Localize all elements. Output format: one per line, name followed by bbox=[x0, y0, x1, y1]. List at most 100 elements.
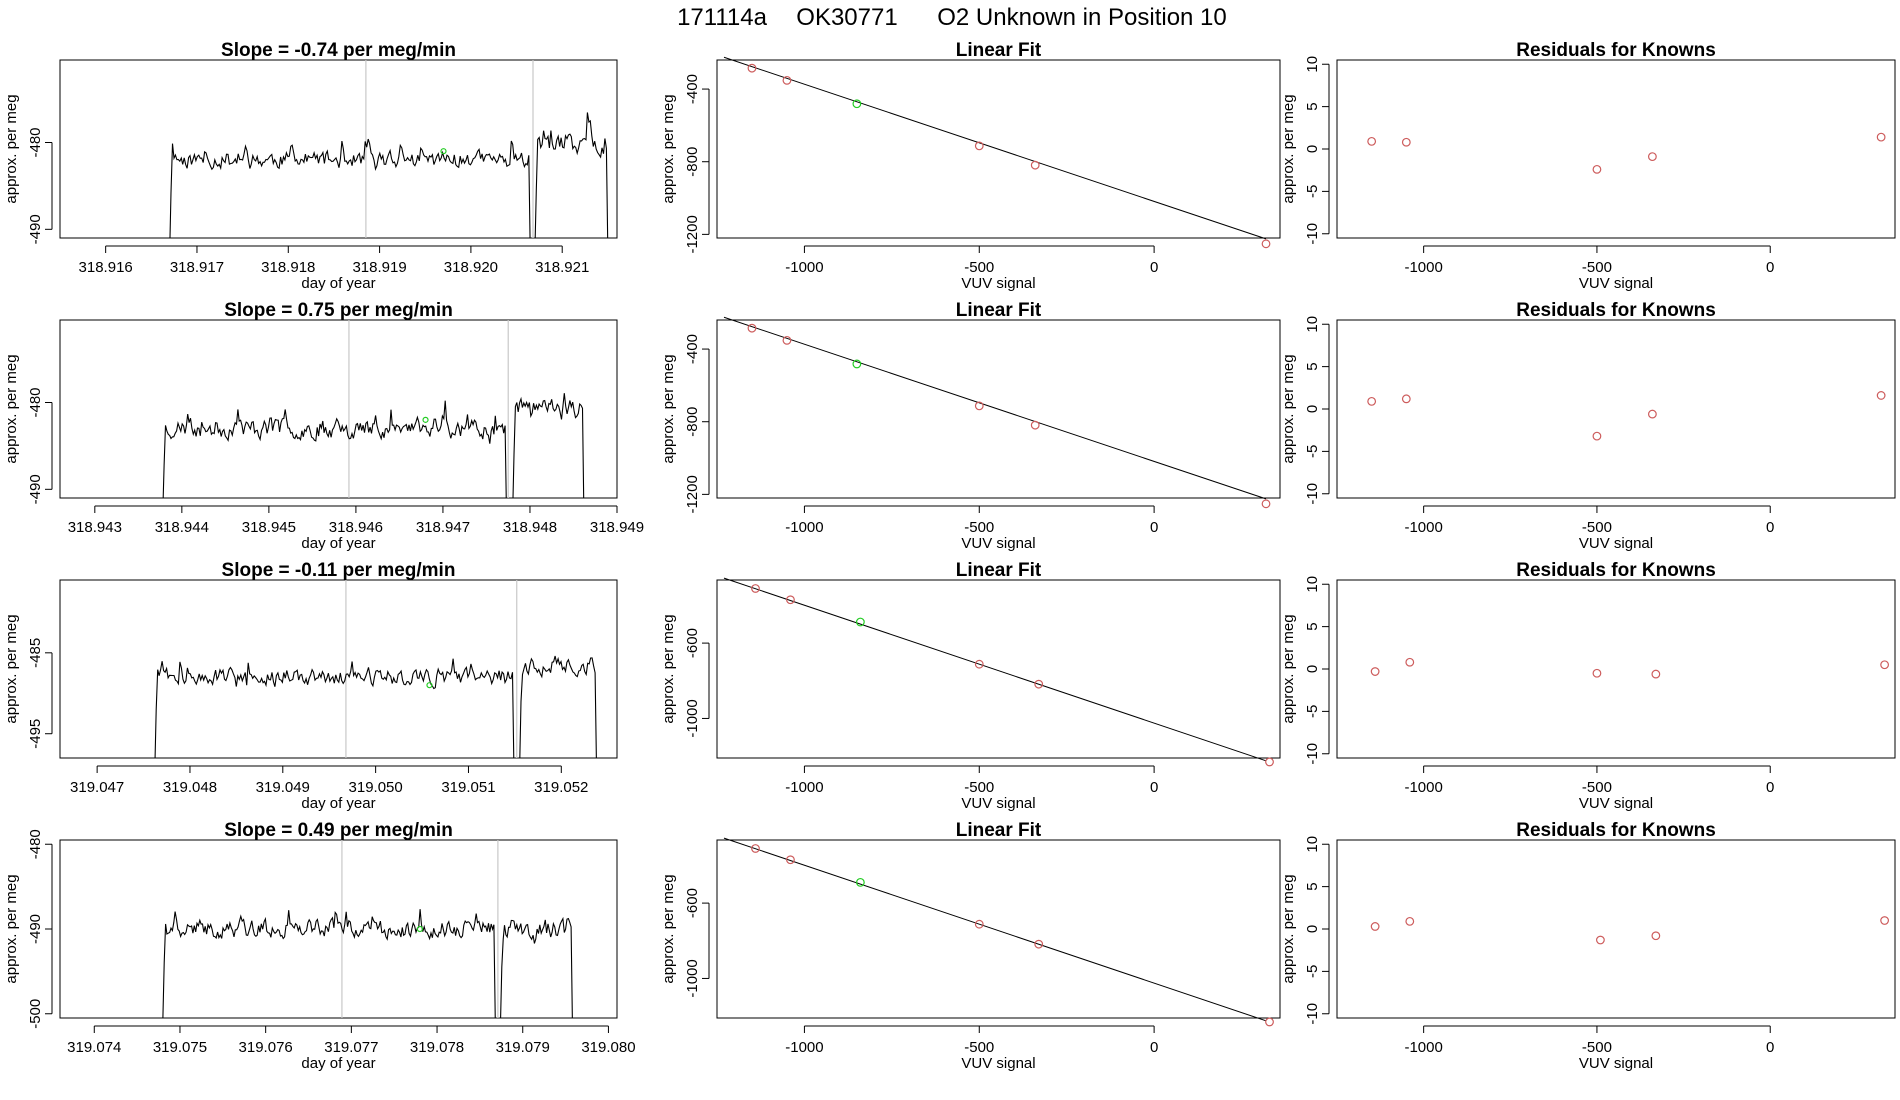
timeseries-panel-row-4: 319.074 319.075 319.076 319.077 319.078 319.0… bbox=[3, 820, 636, 1072]
y-tick-label: -480 bbox=[27, 387, 44, 417]
unknown-marker bbox=[416, 925, 424, 933]
x-tick-label: -500 bbox=[1582, 1039, 1612, 1056]
x-axis-label: VUV signal bbox=[1579, 275, 1653, 292]
title-description: O2 Unknown in Position 10 bbox=[937, 4, 1227, 31]
plot-frame bbox=[716, 59, 1281, 239]
x-tick-label: -1000 bbox=[785, 1039, 823, 1056]
known-point bbox=[1261, 499, 1271, 509]
y-tick-label: 0 bbox=[1304, 925, 1321, 933]
y-tick-label: -600 bbox=[684, 628, 701, 658]
y-tick-label: -1000 bbox=[684, 959, 701, 997]
y-axis-label: approx. per meg bbox=[3, 874, 20, 983]
residuals-panel-row-1: -1000 -500 0 10 5 0 -5 -10 Residuals for Knowns V… bbox=[1280, 40, 1896, 292]
x-tick-label: 319.048 bbox=[163, 779, 217, 796]
unknown-point bbox=[855, 877, 865, 887]
timeseries-panel-row-2: 318.943 318.944 318.945 318.946 318.947 318.9… bbox=[3, 300, 644, 552]
y-axis-label: approx. per meg bbox=[660, 354, 677, 463]
x-tick-label: 318.917 bbox=[170, 259, 224, 276]
x-tick-label: 0 bbox=[1766, 519, 1774, 536]
y-tick-label: 5 bbox=[1304, 362, 1321, 370]
linear-fit-panel-row-3: -1000 -500 0 -600 -1000 Linear Fit VUV signal a… bbox=[660, 560, 1281, 812]
x-tick-label: 319.050 bbox=[349, 779, 403, 796]
residual-point bbox=[1592, 164, 1602, 174]
y-tick-label: -10 bbox=[1304, 743, 1321, 765]
y-tick-label: -485 bbox=[27, 638, 44, 668]
plot-frame bbox=[716, 839, 1281, 1019]
residuals-panel-row-4: -1000 -500 0 10 5 0 -5 -10 Residuals for Knowns V… bbox=[1280, 820, 1896, 1072]
x-tick-label: 319.047 bbox=[70, 779, 124, 796]
panel-title: Residuals for Knowns bbox=[1516, 820, 1716, 841]
known-point bbox=[751, 584, 760, 593]
plot-frame bbox=[59, 319, 618, 499]
residual-point bbox=[1401, 137, 1411, 147]
residual-point bbox=[1647, 409, 1657, 419]
y-tick-label: 5 bbox=[1304, 102, 1321, 110]
x-tick-label: 319.078 bbox=[410, 1039, 464, 1056]
fit-line bbox=[723, 837, 1267, 1022]
x-tick-label: 319.052 bbox=[534, 779, 588, 796]
x-axis-label: VUV signal bbox=[1579, 535, 1653, 552]
y-tick-label: -800 bbox=[684, 407, 701, 437]
y-axis-label: approx. per meg bbox=[1280, 614, 1297, 723]
y-tick-label: -500 bbox=[27, 999, 44, 1029]
residual-point bbox=[1651, 931, 1661, 941]
y-tick-label: -800 bbox=[684, 147, 701, 177]
known-point bbox=[747, 63, 757, 73]
y-axis-label: approx. per meg bbox=[3, 354, 20, 463]
known-point bbox=[1030, 160, 1040, 170]
y-tick-label: 0 bbox=[1304, 405, 1321, 413]
residual-point bbox=[1876, 391, 1886, 400]
x-tick-label: 318.947 bbox=[416, 519, 470, 536]
signal-trace-line bbox=[534, 112, 609, 238]
known-point bbox=[751, 844, 760, 853]
residuals-panel-row-2: -1000 -500 0 10 5 0 -5 -10 Residuals for Knowns V… bbox=[1280, 300, 1896, 552]
x-tick-label: 0 bbox=[1150, 519, 1158, 536]
y-axis-label: approx. per meg bbox=[660, 874, 677, 983]
panel-title: Slope = -0.74 per meg/min bbox=[221, 40, 456, 61]
panel-title: Slope = -0.11 per meg/min bbox=[222, 560, 456, 581]
x-tick-label: -500 bbox=[1582, 519, 1612, 536]
x-axis-label: VUV signal bbox=[961, 275, 1035, 292]
known-point bbox=[1265, 757, 1274, 767]
panel-grid: 318.916 318.917 318.918 318.919 318.920 318.9… bbox=[3, 40, 1896, 1072]
y-tick-label: -1200 bbox=[684, 215, 701, 253]
linear-fit-panel-row-2: -1000 -500 0 -400 -800 -1200 Linear Fit VUV sig… bbox=[660, 300, 1281, 552]
signal-trace-line bbox=[154, 658, 515, 758]
fit-line bbox=[723, 56, 1267, 240]
y-tick-label: -600 bbox=[684, 888, 701, 918]
plot-area bbox=[169, 60, 609, 238]
x-axis-label: VUV signal bbox=[961, 795, 1035, 812]
unknown-marker bbox=[440, 148, 447, 155]
known-point bbox=[747, 323, 757, 333]
plot-area bbox=[154, 580, 597, 758]
residual-point bbox=[1596, 935, 1605, 945]
known-point bbox=[974, 659, 984, 669]
unknown-point bbox=[855, 617, 865, 627]
x-tick-label: 318.948 bbox=[503, 519, 557, 536]
plot-frame bbox=[59, 579, 618, 759]
known-point bbox=[974, 919, 984, 929]
x-axis-label: day of year bbox=[301, 1055, 375, 1072]
residual-point bbox=[1367, 396, 1377, 406]
y-tick-label: -5 bbox=[1304, 705, 1321, 718]
x-axis-label: day of year bbox=[301, 795, 375, 812]
known-point bbox=[1030, 420, 1040, 430]
residual-point bbox=[1647, 152, 1657, 162]
y-tick-label: -10 bbox=[1304, 223, 1321, 245]
x-tick-label: 318.946 bbox=[329, 519, 383, 536]
x-tick-label: 0 bbox=[1766, 1039, 1774, 1056]
y-axis-label: approx. per meg bbox=[1280, 354, 1297, 463]
residual-point bbox=[1651, 669, 1661, 679]
panel-title: Residuals for Knowns bbox=[1516, 300, 1716, 321]
y-tick-label: 0 bbox=[1304, 145, 1321, 153]
y-axis-label: approx. per meg bbox=[3, 94, 20, 203]
x-tick-label: 319.080 bbox=[581, 1039, 635, 1056]
x-tick-label: -1000 bbox=[1404, 779, 1442, 796]
y-tick-label: 10 bbox=[1304, 56, 1321, 73]
x-tick-label: -500 bbox=[964, 519, 994, 536]
x-tick-label: -1000 bbox=[785, 259, 823, 276]
residual-point bbox=[1405, 916, 1415, 926]
known-point bbox=[782, 75, 792, 85]
x-tick-label: -1000 bbox=[785, 519, 823, 536]
